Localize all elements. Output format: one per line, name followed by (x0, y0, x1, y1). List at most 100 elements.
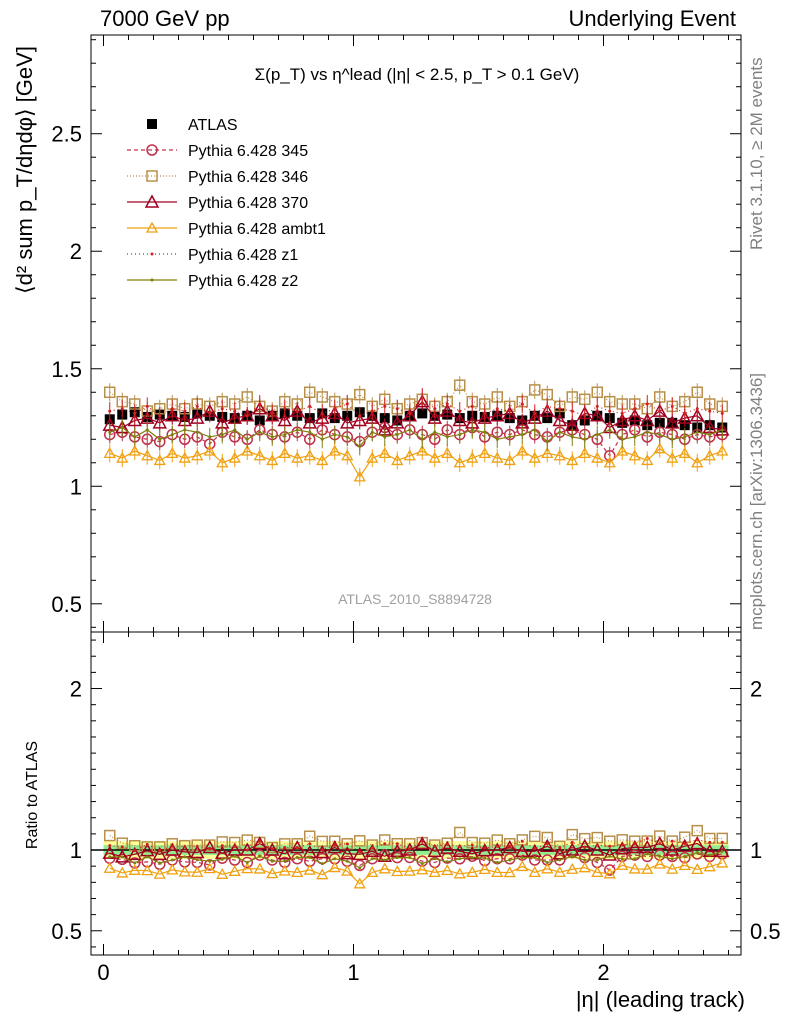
point-z1 (433, 407, 437, 411)
point-z2 (158, 437, 162, 441)
point-ambt1 (691, 456, 704, 468)
point-p346 (691, 386, 703, 399)
legend-entry-p345: Pythia 6.428 345 (127, 143, 308, 160)
point-z1 (670, 404, 674, 408)
point-z1 (408, 411, 412, 415)
ratio-point-p370 (614, 841, 630, 855)
ratio-point-p370 (352, 846, 368, 861)
point-z2 (520, 433, 524, 437)
point-p346 (104, 386, 116, 399)
ratio-series-ambt1 (103, 856, 729, 889)
ratio-point-ambt1 (166, 863, 179, 875)
ratio-point-p346 (654, 830, 666, 842)
series-p345 (104, 418, 728, 465)
ratio-tick-label: 2 (70, 677, 82, 702)
point-ambt1 (241, 444, 254, 456)
point-z2 (458, 433, 462, 437)
point-z1 (383, 404, 387, 408)
ratio-point-z1 (508, 844, 512, 848)
ratio-point-z1 (433, 844, 437, 848)
series-line-p346 (109, 384, 723, 412)
ratio-point-ambt1 (578, 861, 591, 873)
ratio-point-z1 (570, 840, 574, 844)
point-z2 (108, 430, 112, 434)
ratio-point-z1 (583, 846, 587, 850)
ratio-point-p370 (452, 843, 468, 858)
point-z1 (345, 402, 349, 406)
ratio-point-z1 (683, 842, 687, 846)
point-ambt1 (178, 451, 191, 463)
point-z2 (145, 428, 149, 432)
point-z1 (145, 404, 149, 408)
point-z1 (183, 409, 187, 413)
ratio-point-z2 (345, 859, 349, 863)
point-z2 (583, 437, 587, 441)
ratio-point-p346 (641, 835, 653, 847)
ratio-point-p370 (127, 846, 143, 861)
point-p346 (304, 386, 316, 399)
ratio-point-ambt1 (291, 866, 304, 878)
point-z1 (458, 409, 462, 413)
point-p370 (127, 412, 143, 427)
point-z1 (720, 411, 724, 415)
ratio-point-p370 (689, 835, 705, 850)
point-z2 (245, 437, 249, 441)
ratio-point-z2 (233, 854, 237, 858)
point-atlas (379, 413, 390, 424)
ratio-point-z1 (158, 849, 162, 853)
point-ambt1 (391, 454, 404, 466)
ratio-point-ambt1 (191, 865, 204, 877)
legend-marker-z1 (150, 252, 154, 256)
point-p370 (489, 408, 505, 422)
ratio-line-p370 (109, 842, 723, 858)
legend-marker-p345 (146, 144, 158, 156)
legend-entry-p370: Pythia 6.428 370 (127, 194, 308, 212)
ratio-point-p370 (414, 836, 430, 850)
point-z1 (308, 404, 312, 408)
ratio-point-p346 (104, 829, 116, 842)
point-p370 (677, 410, 693, 424)
point-p346 (316, 391, 328, 403)
point-ambt1 (616, 444, 629, 456)
point-ambt1 (578, 447, 591, 459)
ratio-point-z2 (270, 859, 274, 863)
point-z1 (633, 407, 637, 411)
point-p370 (664, 415, 680, 429)
ratio-point-z2 (183, 855, 187, 859)
point-p370 (189, 410, 205, 424)
ratio-point-z2 (633, 857, 637, 861)
ratio-point-p345 (554, 854, 566, 866)
point-ambt1 (441, 447, 454, 459)
point-z2 (233, 428, 237, 432)
point-atlas (254, 415, 265, 426)
point-z2 (470, 428, 474, 432)
ratio-point-z2 (295, 855, 299, 859)
point-p346 (579, 393, 591, 406)
point-z2 (708, 433, 712, 437)
ratio-point-ambt1 (541, 862, 554, 874)
point-z1 (358, 414, 362, 418)
ratio-point-z2 (720, 849, 724, 853)
ratio-point-p346 (429, 839, 441, 851)
ratio-point-z2 (558, 858, 562, 862)
point-ambt1 (266, 454, 279, 466)
ratio-point-z2 (695, 851, 699, 855)
ratio-point-z1 (270, 847, 274, 851)
ratio-series-z2 (108, 849, 724, 870)
legend-label-p346: Pythia 6.428 346 (188, 169, 308, 186)
ratio-point-z2 (583, 858, 587, 862)
legend-label-p370: Pythia 6.428 370 (188, 195, 308, 212)
ratio-point-p346 (504, 838, 516, 850)
ratio-point-z1 (120, 845, 124, 849)
point-z2 (533, 428, 537, 432)
point-ambt1 (191, 449, 204, 461)
ratio-point-ambt1 (428, 866, 441, 878)
point-z1 (683, 411, 687, 415)
series-line-ambt1 (109, 447, 723, 479)
ratio-point-ambt1 (603, 867, 616, 879)
point-ambt1 (716, 444, 729, 456)
point-ambt1 (491, 451, 504, 463)
point-z1 (558, 407, 562, 411)
point-ambt1 (678, 447, 691, 459)
point-ambt1 (528, 451, 541, 463)
